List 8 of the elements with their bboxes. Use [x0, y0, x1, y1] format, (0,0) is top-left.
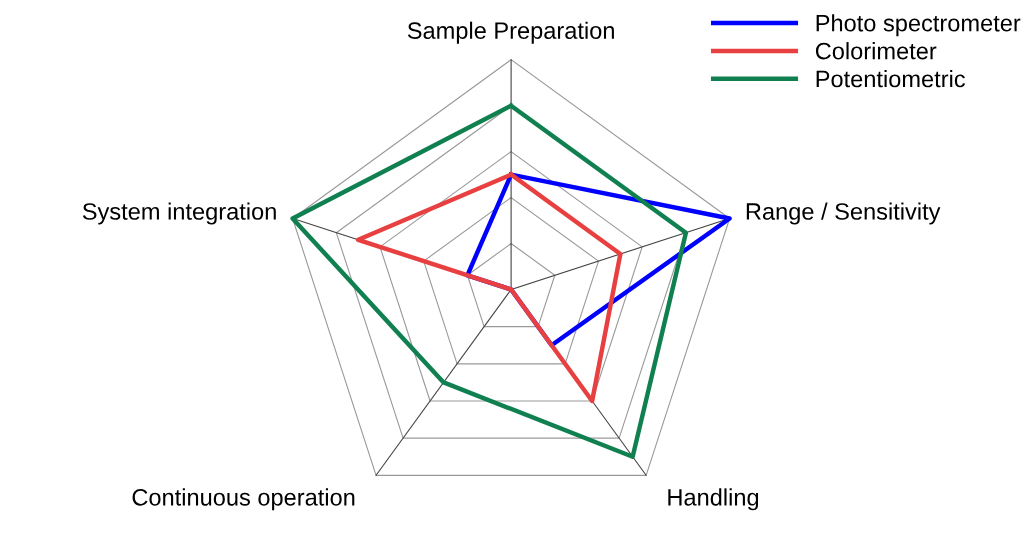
spoke-label: Sample Preparation	[407, 21, 614, 44]
legend-label: Colorimeter	[815, 42, 937, 60]
spoke-label: Handling	[668, 488, 759, 511]
spoke-label: Continuous operation	[132, 488, 355, 511]
legend-label: Potentiometric	[816, 69, 966, 88]
spoke-label: Range / Sensitivity	[746, 202, 941, 225]
spoke-label: System integration	[82, 202, 276, 225]
legend-label: Photo spectrometer	[816, 14, 1021, 37]
